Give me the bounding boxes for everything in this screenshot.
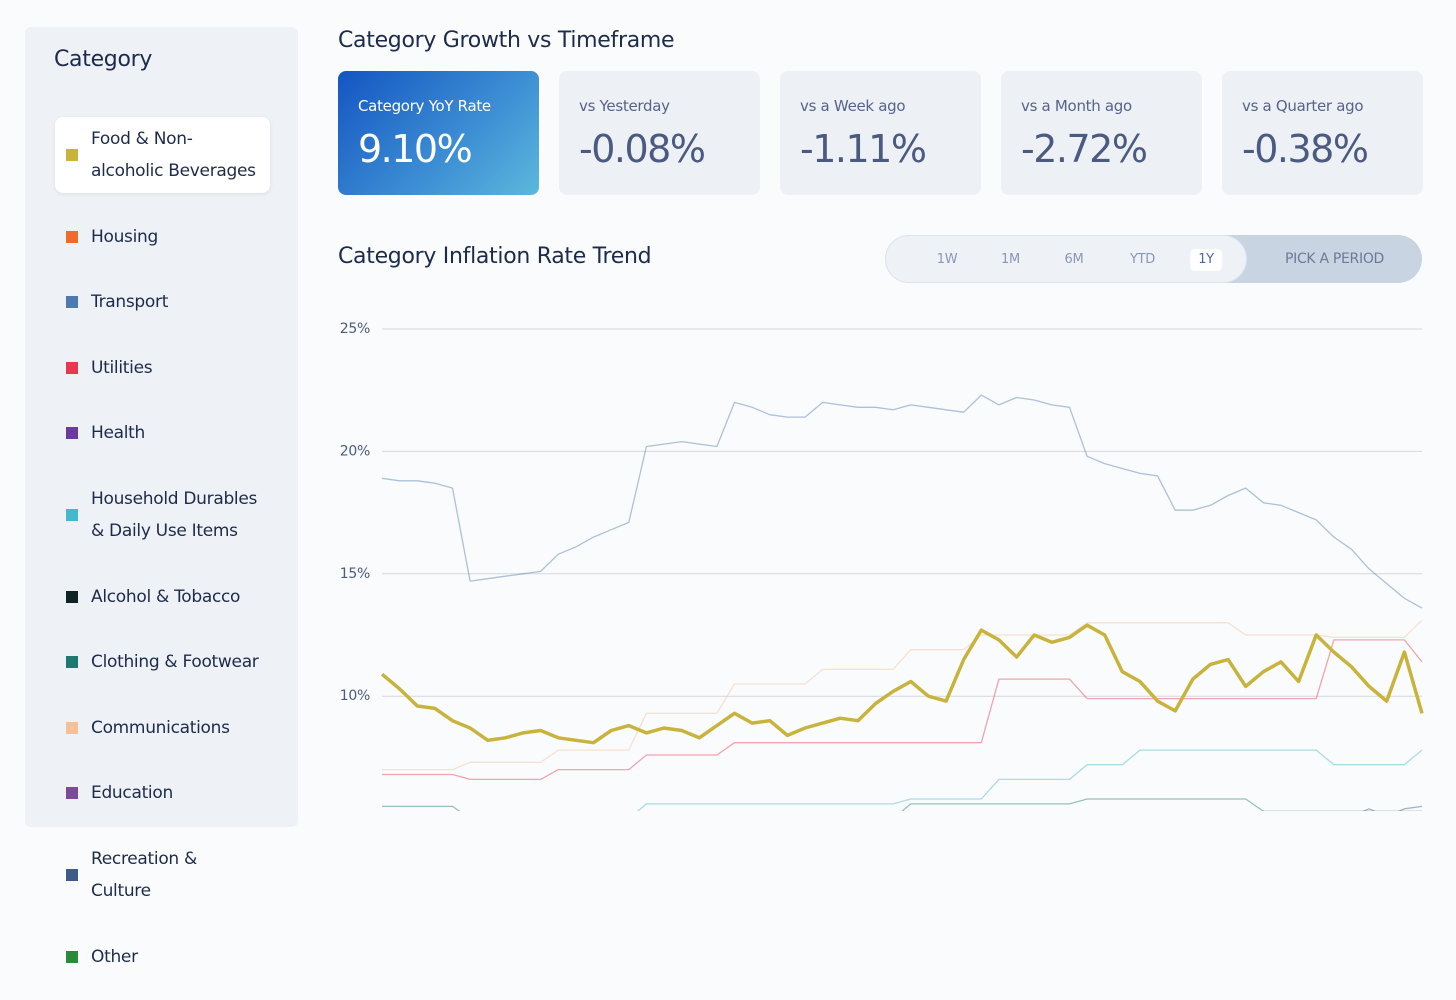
stat-label: Category YoY Rate: [358, 97, 491, 115]
timeframe-options: 1W 1M 6M YTD 1Y: [885, 235, 1247, 283]
stat-card[interactable]: vs Yesterday -0.08%: [559, 71, 760, 195]
category-label: Household Durables & Daily Use Items: [91, 488, 258, 541]
category-item[interactable]: Recreation & Culture: [55, 837, 270, 913]
category-swatch: [66, 149, 78, 161]
category-item[interactable]: Household Durables & Daily Use Items: [55, 477, 270, 553]
chart-title: Category Inflation Rate Trend: [338, 244, 652, 269]
stat-label: vs a Month ago: [1021, 97, 1132, 115]
y-tick-label: 15%: [340, 566, 370, 582]
category-swatch: [66, 427, 78, 440]
stat-value: 9.10%: [358, 127, 473, 171]
category-label: Recreation & Culture: [91, 848, 197, 901]
category-label: Housing: [91, 226, 159, 247]
stat-value: -0.38%: [1242, 127, 1369, 171]
category-item[interactable]: Health: [55, 411, 270, 455]
category-item[interactable]: Utilities: [55, 346, 270, 390]
timeframe-button[interactable]: 1Y: [1190, 249, 1222, 271]
category-label: Transport: [91, 292, 169, 313]
stat-card[interactable]: vs a Quarter ago -0.38%: [1222, 71, 1423, 195]
category-item[interactable]: Communications: [55, 706, 270, 750]
timeframe-selector: 1W 1M 6M YTD 1Y PICK A PERIOD: [885, 235, 1422, 283]
category-swatch: [66, 721, 78, 734]
section-title: Category Growth vs Timeframe: [338, 28, 675, 53]
category-label: Health: [91, 423, 146, 444]
category-label: Education: [91, 783, 173, 804]
category-swatch: [66, 656, 78, 669]
stat-label: vs a Quarter ago: [1242, 97, 1364, 115]
cards: Category YoY Rate 9.10% vs Yesterday -0.08%…: [338, 71, 1423, 195]
sidebar: Category Food & Non-alcoholic Beverages H…: [25, 27, 298, 967]
stat-card[interactable]: Category YoY Rate 9.10%: [338, 71, 539, 195]
category-swatch: [66, 361, 78, 374]
stat-value: -2.72%: [1021, 127, 1148, 171]
category-label: Food & Non-alcoholic Beverages: [91, 129, 256, 181]
category-list: Food & Non-alcoholic Beverages Housing Tra…: [55, 117, 270, 1000]
category-item[interactable]: Clothing & Footwear: [55, 640, 270, 684]
category-item[interactable]: Education: [55, 771, 270, 815]
series-line: [636, 749, 1423, 811]
category-swatch: [66, 868, 78, 881]
timeframe-button[interactable]: 6M: [1064, 252, 1084, 267]
stat-value: -0.08%: [579, 127, 706, 171]
timeframe-button[interactable]: 1W: [936, 252, 958, 267]
stat-label: vs Yesterday: [579, 97, 670, 115]
category-label: Other: [91, 946, 138, 967]
sidebar-title: Category: [54, 47, 153, 72]
category-item[interactable]: Transport: [55, 280, 270, 324]
series-line: [382, 639, 1423, 781]
timeframe-button[interactable]: 1M: [1001, 252, 1020, 267]
series-line: [382, 619, 1423, 771]
y-tick-label: 20%: [340, 443, 370, 459]
series-line: [381, 394, 1423, 609]
category-swatch: [66, 230, 78, 243]
stat-card[interactable]: vs a Week ago -1.11%: [780, 71, 981, 195]
category-swatch: [66, 787, 78, 800]
stat-label: vs a Week ago: [800, 97, 906, 115]
category-label: Alcohol & Tobacco: [91, 586, 241, 607]
chart: 10% 15% 20% 25%: [340, 321, 1424, 811]
series-line: [380, 623, 1424, 745]
stat-value: -1.11%: [800, 127, 927, 171]
category-swatch: [66, 590, 78, 603]
timeframe-button[interactable]: YTD: [1130, 252, 1155, 267]
series-line: [1362, 805, 1423, 811]
category-label: Communications: [91, 717, 230, 738]
pick-period-button[interactable]: PICK A PERIOD: [1284, 251, 1385, 267]
category-item[interactable]: Housing: [55, 215, 270, 259]
category-swatch: [66, 950, 78, 963]
y-tick-label: 10%: [340, 688, 370, 704]
category-swatch: [66, 296, 78, 309]
category-label: Clothing & Footwear: [91, 652, 259, 673]
category-item[interactable]: Alcohol & Tobacco: [55, 575, 270, 619]
category-item[interactable]: Food & Non-alcoholic Beverages: [55, 117, 270, 193]
category-item[interactable]: Other: [55, 935, 270, 979]
page: {"sidebar":{"title":"Category"}, "header…: [25, 27, 1424, 967]
y-tick-label: 25%: [340, 321, 370, 337]
series-line: [382, 798, 1422, 811]
category-label: Utilities: [91, 357, 153, 378]
stat-card[interactable]: vs a Month ago -2.72%: [1001, 71, 1202, 195]
category-swatch: [66, 508, 78, 521]
